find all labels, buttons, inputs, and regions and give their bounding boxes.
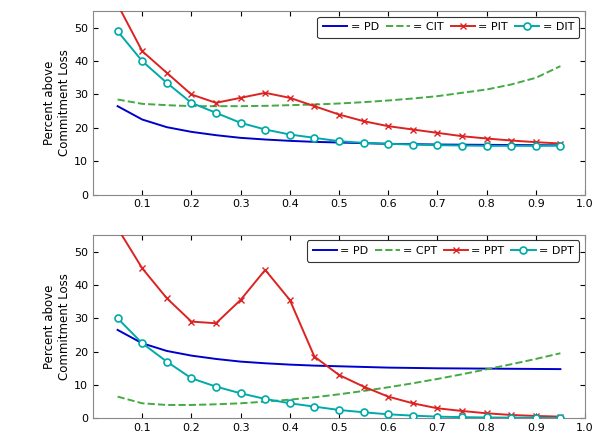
Legend: = PD, = CIT, = PIT, = DIT: = PD, = CIT, = PIT, = DIT bbox=[317, 16, 580, 38]
Y-axis label: Percent above
Commitment Loss: Percent above Commitment Loss bbox=[43, 273, 71, 380]
Y-axis label: Percent above
Commitment Loss: Percent above Commitment Loss bbox=[43, 49, 71, 156]
Legend: = PD, = CPT, = PPT, = DPT: = PD, = CPT, = PPT, = DPT bbox=[307, 240, 580, 262]
